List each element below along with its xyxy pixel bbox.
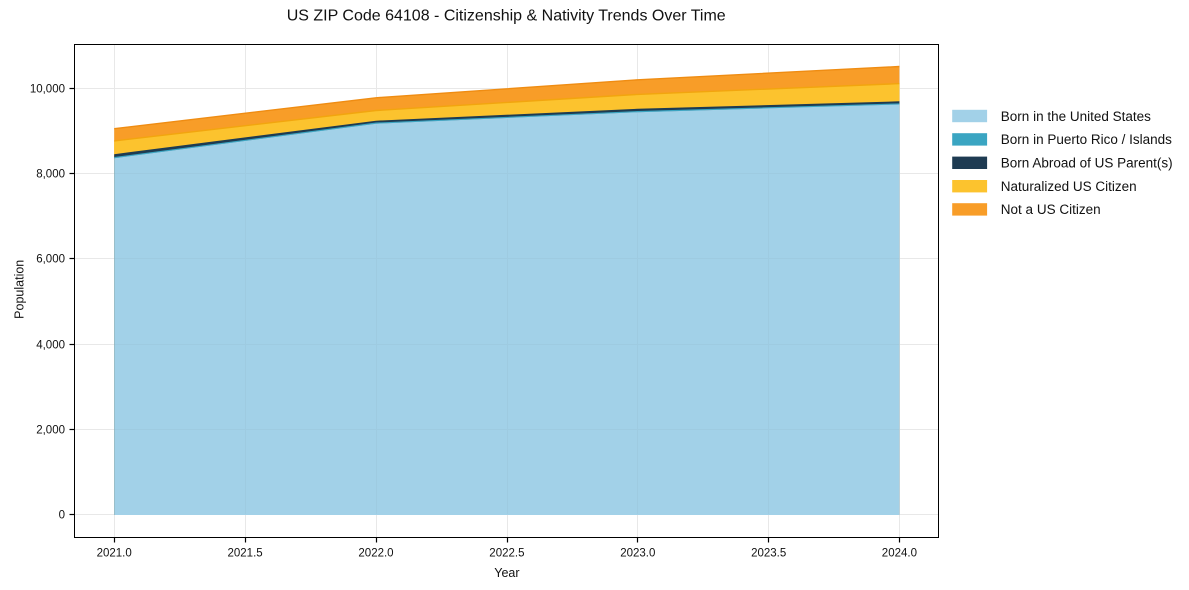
svg-text:2024.0: 2024.0 — [882, 548, 917, 560]
svg-text:10,000: 10,000 — [30, 84, 65, 96]
svg-text:Population: Population — [13, 260, 27, 319]
svg-text:2023.5: 2023.5 — [751, 548, 786, 560]
svg-text:Naturalized US Citizen: Naturalized US Citizen — [1001, 179, 1137, 194]
svg-text:2022.0: 2022.0 — [358, 548, 393, 560]
svg-text:Born in the United States: Born in the United States — [1001, 109, 1151, 124]
svg-text:4,000: 4,000 — [36, 340, 65, 352]
svg-text:Born Abroad of US Parent(s): Born Abroad of US Parent(s) — [1001, 156, 1173, 171]
svg-text:8,000: 8,000 — [36, 169, 65, 181]
svg-text:Year: Year — [494, 566, 519, 580]
svg-text:2023.0: 2023.0 — [620, 548, 655, 560]
svg-text:0: 0 — [59, 510, 65, 522]
svg-text:Not a US Citizen: Not a US Citizen — [1001, 202, 1101, 217]
svg-text:6,000: 6,000 — [36, 254, 65, 266]
svg-text:Born in Puerto Rico / Islands: Born in Puerto Rico / Islands — [1001, 132, 1172, 147]
svg-text:2021.0: 2021.0 — [97, 548, 132, 560]
svg-text:2022.5: 2022.5 — [489, 548, 524, 560]
svg-text:2021.5: 2021.5 — [228, 548, 263, 560]
svg-text:2,000: 2,000 — [36, 425, 65, 437]
svg-text:US ZIP Code 64108 - Citizenshi: US ZIP Code 64108 - Citizenship & Nativi… — [287, 8, 726, 25]
